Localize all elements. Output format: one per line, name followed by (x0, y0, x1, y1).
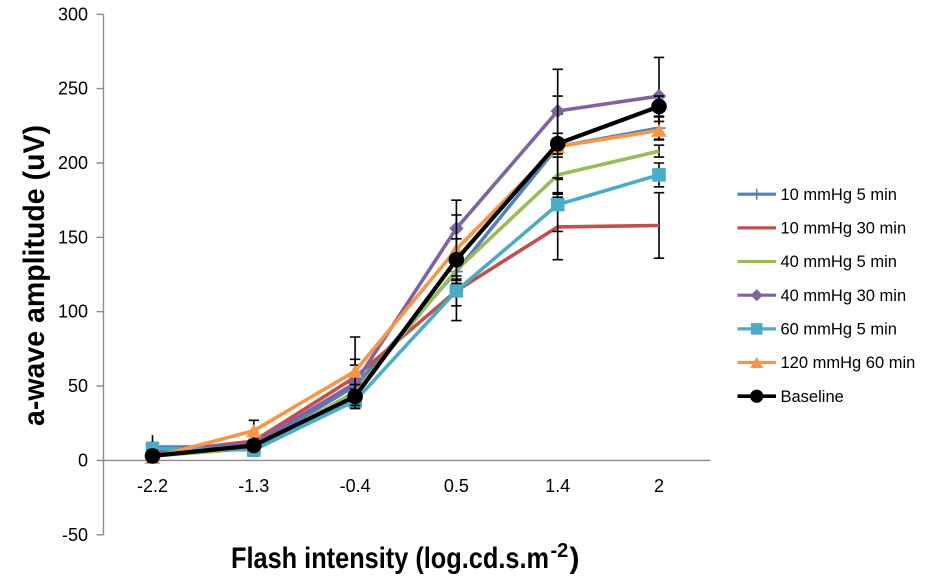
svg-text:250: 250 (58, 79, 88, 99)
svg-text:40 mmHg 30 min: 40 mmHg 30 min (781, 287, 907, 305)
svg-text:120 mmHg 60 min: 120 mmHg 60 min (781, 354, 916, 372)
svg-text:50: 50 (68, 376, 88, 396)
svg-text:60 mmHg 5 min: 60 mmHg 5 min (781, 321, 897, 339)
svg-text:1.4: 1.4 (545, 476, 570, 496)
svg-text:100: 100 (58, 302, 88, 322)
svg-text:150: 150 (58, 227, 88, 247)
svg-text:a-wave amplitude (uV): a-wave amplitude (uV) (18, 125, 51, 426)
svg-text:2: 2 (654, 476, 664, 496)
svg-text:200: 200 (58, 153, 88, 173)
svg-text:-50: -50 (62, 525, 88, 545)
svg-text:-1.3: -1.3 (238, 476, 269, 496)
svg-text:Baseline: Baseline (781, 388, 844, 406)
svg-text:-0.4: -0.4 (340, 476, 371, 496)
svg-text:-2.2: -2.2 (137, 476, 168, 496)
svg-text:): ) (570, 542, 580, 575)
svg-text:40 mmHg 5 min: 40 mmHg 5 min (781, 253, 897, 271)
svg-text:300: 300 (58, 4, 88, 24)
svg-text:10 mmHg 5 min: 10 mmHg 5 min (781, 186, 897, 204)
svg-text:Flash intensity (log.cd.s.m: Flash intensity (log.cd.s.m (231, 542, 549, 575)
svg-text:0: 0 (78, 450, 88, 470)
svg-text:-2: -2 (551, 540, 569, 562)
svg-text:0.5: 0.5 (444, 476, 469, 496)
svg-text:10 mmHg 30 min: 10 mmHg 30 min (781, 220, 907, 238)
